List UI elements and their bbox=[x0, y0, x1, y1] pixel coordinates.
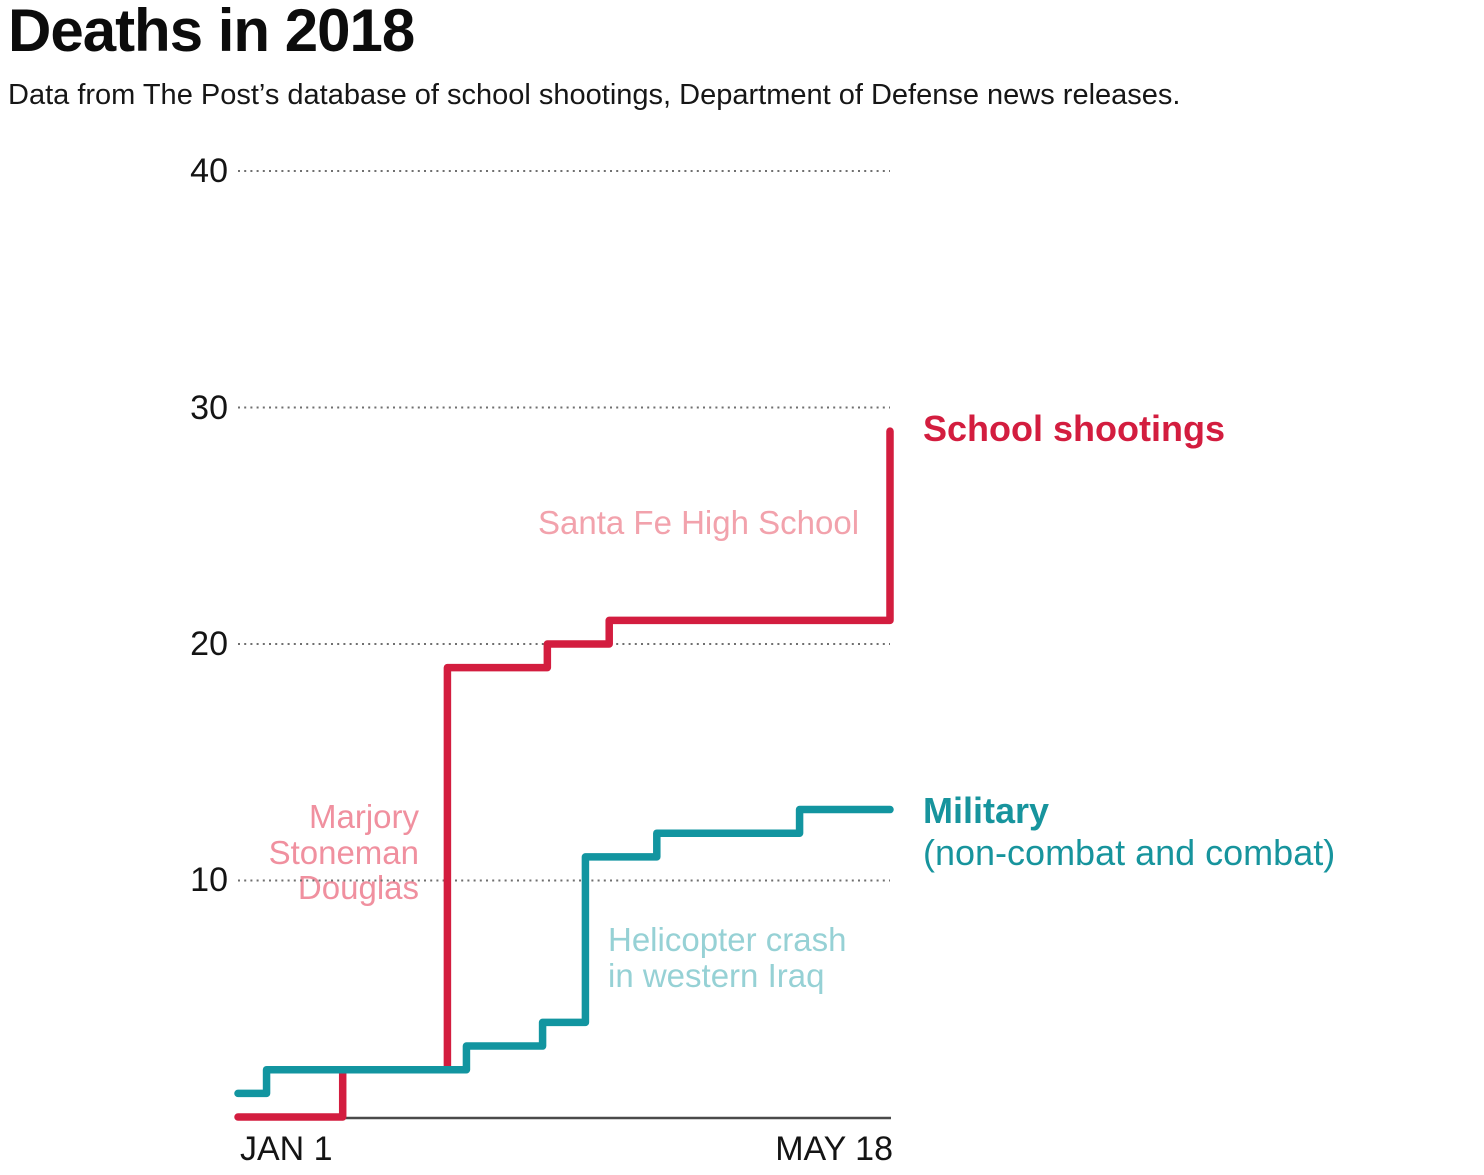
annotation-line: in western Iraq bbox=[608, 957, 825, 994]
annotation-line: Marjory bbox=[308, 798, 419, 835]
legend-military: Military bbox=[923, 790, 1050, 831]
chart-subtitle: Data from The Post’s database of school … bbox=[8, 79, 1181, 111]
annotation-line: Helicopter crash bbox=[608, 921, 847, 958]
annotation-helicopter-crash: Helicopter crash in western Iraq bbox=[608, 922, 846, 994]
x-tick-may-18: MAY 18 bbox=[775, 1130, 893, 1168]
y-tick-40: 40 bbox=[190, 152, 228, 190]
annotation-santa-fe-line: Santa Fe High School bbox=[538, 504, 860, 541]
annotation-line: Douglas bbox=[297, 869, 419, 906]
x-tick-jan-1: JAN 1 bbox=[240, 1130, 333, 1168]
y-tick-30: 30 bbox=[190, 389, 228, 427]
annotation-santa-fe: Santa Fe High School bbox=[538, 505, 859, 541]
annotation-marjory-stoneman-douglas: Marjory Stoneman Douglas bbox=[230, 799, 419, 906]
series-line-military bbox=[234, 805, 894, 1098]
y-tick-10: 10 bbox=[190, 861, 228, 899]
legend-military-subtitle: (non-combat and combat) bbox=[923, 832, 1336, 873]
y-tick-20: 20 bbox=[190, 625, 228, 663]
page-title: Deaths in 2018 bbox=[8, 0, 415, 64]
series-line-school-shootings bbox=[234, 427, 894, 1121]
legend-school-shootings: School shootings bbox=[923, 408, 1225, 449]
series-lines bbox=[234, 427, 894, 1121]
annotation-line: Stoneman bbox=[268, 833, 419, 871]
gridlines bbox=[238, 170, 890, 882]
